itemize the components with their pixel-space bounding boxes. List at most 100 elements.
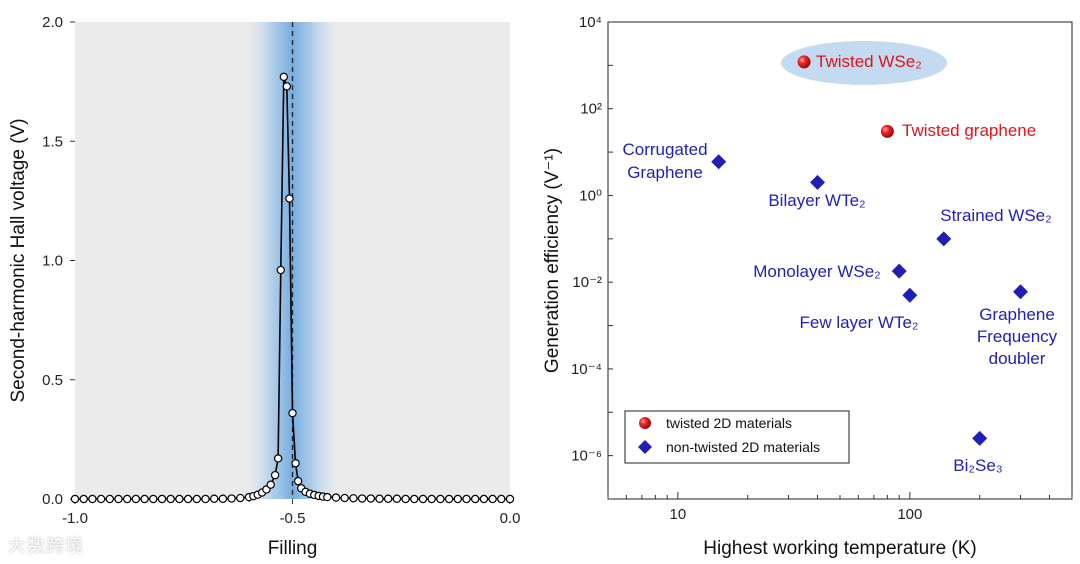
- y-tick-label: 0.0: [42, 491, 63, 508]
- right-y-axis-label: Generation efficiency (V⁻¹): [542, 148, 563, 373]
- data-point: [444, 494, 454, 504]
- data-point: [88, 494, 97, 504]
- right-y-ticks: 10⁻⁶ 10⁻⁴ 10⁻² 10⁰ 10² 10⁴: [571, 14, 613, 500]
- scatter-point-non-twisted: [891, 263, 907, 279]
- data-point: [288, 408, 297, 418]
- data-point: [291, 459, 300, 468]
- data-point: [340, 493, 349, 503]
- x-tick-label: 100: [897, 506, 922, 523]
- data-point: [505, 494, 515, 504]
- label-corrugated-graphene-line2: Graphene: [627, 163, 703, 182]
- legend-label-twisted: twisted 2D materials: [666, 415, 792, 431]
- y-tick-label: 10⁴: [579, 14, 602, 31]
- data-point: [157, 494, 167, 504]
- label-twisted-wse2: Twisted WSe₂: [816, 52, 922, 71]
- left-y-ticks: 0.0 0.5 1.0 1.5 2.0: [42, 14, 75, 508]
- y-tick-label: 10⁻⁶: [571, 448, 602, 465]
- scatter-point-twisted: [880, 124, 894, 138]
- data-point: [479, 494, 489, 504]
- left-y-axis-label: Second-harmonic Hall voltage (V): [8, 118, 29, 402]
- y-tick-label: 0.5: [42, 372, 63, 389]
- left-x-axis-label: Filling: [268, 538, 318, 559]
- scatter-point-non-twisted: [711, 154, 727, 170]
- data-point: [79, 494, 88, 504]
- data-point: [149, 494, 158, 504]
- label-graphene-frequency-doubler-line3: doubler: [989, 349, 1046, 368]
- data-point: [192, 494, 201, 504]
- x-tick-label: -0.5: [280, 510, 306, 527]
- scatter-point-non-twisted: [1013, 284, 1029, 300]
- label-bi2se3: Bi₂Se₃: [953, 456, 1002, 475]
- data-point: [410, 494, 419, 504]
- data-point: [266, 480, 275, 489]
- legend: twisted 2D materials non-twisted 2D mate…: [624, 410, 850, 464]
- data-point: [436, 494, 445, 504]
- label-bilayer-wte2: Bilayer WTe₂: [768, 191, 865, 210]
- data-point: [175, 494, 184, 504]
- data-point: [401, 494, 410, 504]
- data-point: [462, 494, 471, 504]
- data-point: [285, 194, 294, 203]
- scatter-point-non-twisted: [902, 287, 918, 303]
- left-chart: -1.0 -0.5 0.0 0.0 0.5 1.0 1.5 2.0 Filling Seco…: [8, 14, 520, 559]
- data-point: [331, 493, 341, 502]
- label-graphene-frequency-doubler-line1: Graphene: [979, 305, 1055, 324]
- data-point: [183, 494, 193, 504]
- y-tick-label: 1.0: [42, 253, 63, 270]
- right-chart: 10 100 10⁻⁶ 10⁻⁴ 10⁻² 10⁰ 10² 10⁴ Twisted WSe₂…: [542, 14, 1073, 559]
- scatter-points: [711, 55, 1029, 446]
- legend-marker-twisted: [639, 417, 651, 429]
- series-points: [70, 72, 515, 504]
- data-point: [122, 494, 132, 504]
- data-point: [131, 494, 141, 504]
- scatter-point-non-twisted: [936, 231, 952, 247]
- data-point: [279, 72, 288, 82]
- data-point: [105, 494, 115, 504]
- x-tick-label: 10: [669, 506, 686, 523]
- watermark-logo-text: 大数跨境: [8, 536, 84, 557]
- right-x-ticks: 10 100: [607, 492, 1073, 523]
- data-point: [218, 494, 228, 503]
- data-point: [488, 494, 497, 504]
- y-tick-label: 10⁻⁴: [571, 361, 602, 378]
- label-twisted-graphene: Twisted graphene: [902, 121, 1036, 140]
- data-point: [497, 494, 506, 504]
- twisted-wse2-highlight: [781, 40, 948, 85]
- legend-marker-non-twisted: [638, 440, 652, 454]
- data-point: [166, 494, 175, 504]
- data-point: [273, 454, 283, 463]
- data-point: [270, 470, 280, 480]
- legend-box: [624, 410, 850, 464]
- x-tick-label: -1.0: [62, 510, 88, 527]
- data-point: [366, 494, 375, 503]
- data-point: [201, 494, 210, 504]
- data-point: [70, 494, 80, 504]
- data-point: [392, 494, 402, 503]
- left-x-ticks: -1.0 -0.5 0.0: [62, 499, 520, 527]
- scatter-point-non-twisted: [972, 430, 988, 446]
- data-point: [114, 494, 123, 504]
- x-tick-label: 0.0: [500, 510, 521, 527]
- scatter-point-non-twisted: [810, 174, 826, 190]
- data-point: [453, 494, 462, 504]
- data-point: [427, 494, 436, 504]
- data-point: [349, 494, 358, 503]
- y-tick-label: 10⁻²: [572, 274, 602, 291]
- data-point: [276, 265, 285, 275]
- data-point: [357, 494, 367, 503]
- label-corrugated-graphene-line1: Corrugated: [622, 140, 707, 159]
- right-x-axis-label: Highest working temperature (K): [703, 538, 977, 559]
- data-point: [96, 494, 106, 504]
- data-point: [418, 494, 428, 504]
- data-point: [323, 492, 332, 502]
- data-point: [227, 494, 236, 503]
- data-point: [384, 494, 393, 503]
- label-graphene-frequency-doubler-line2: Frequency: [977, 327, 1058, 346]
- y-tick-label: 2.0: [42, 14, 63, 31]
- data-point: [209, 494, 219, 503]
- data-point: [282, 82, 292, 91]
- y-tick-label: 10²: [580, 101, 602, 118]
- label-monolayer-wse2: Monolayer WSe₂: [753, 262, 881, 281]
- y-tick-label: 10⁰: [579, 187, 602, 204]
